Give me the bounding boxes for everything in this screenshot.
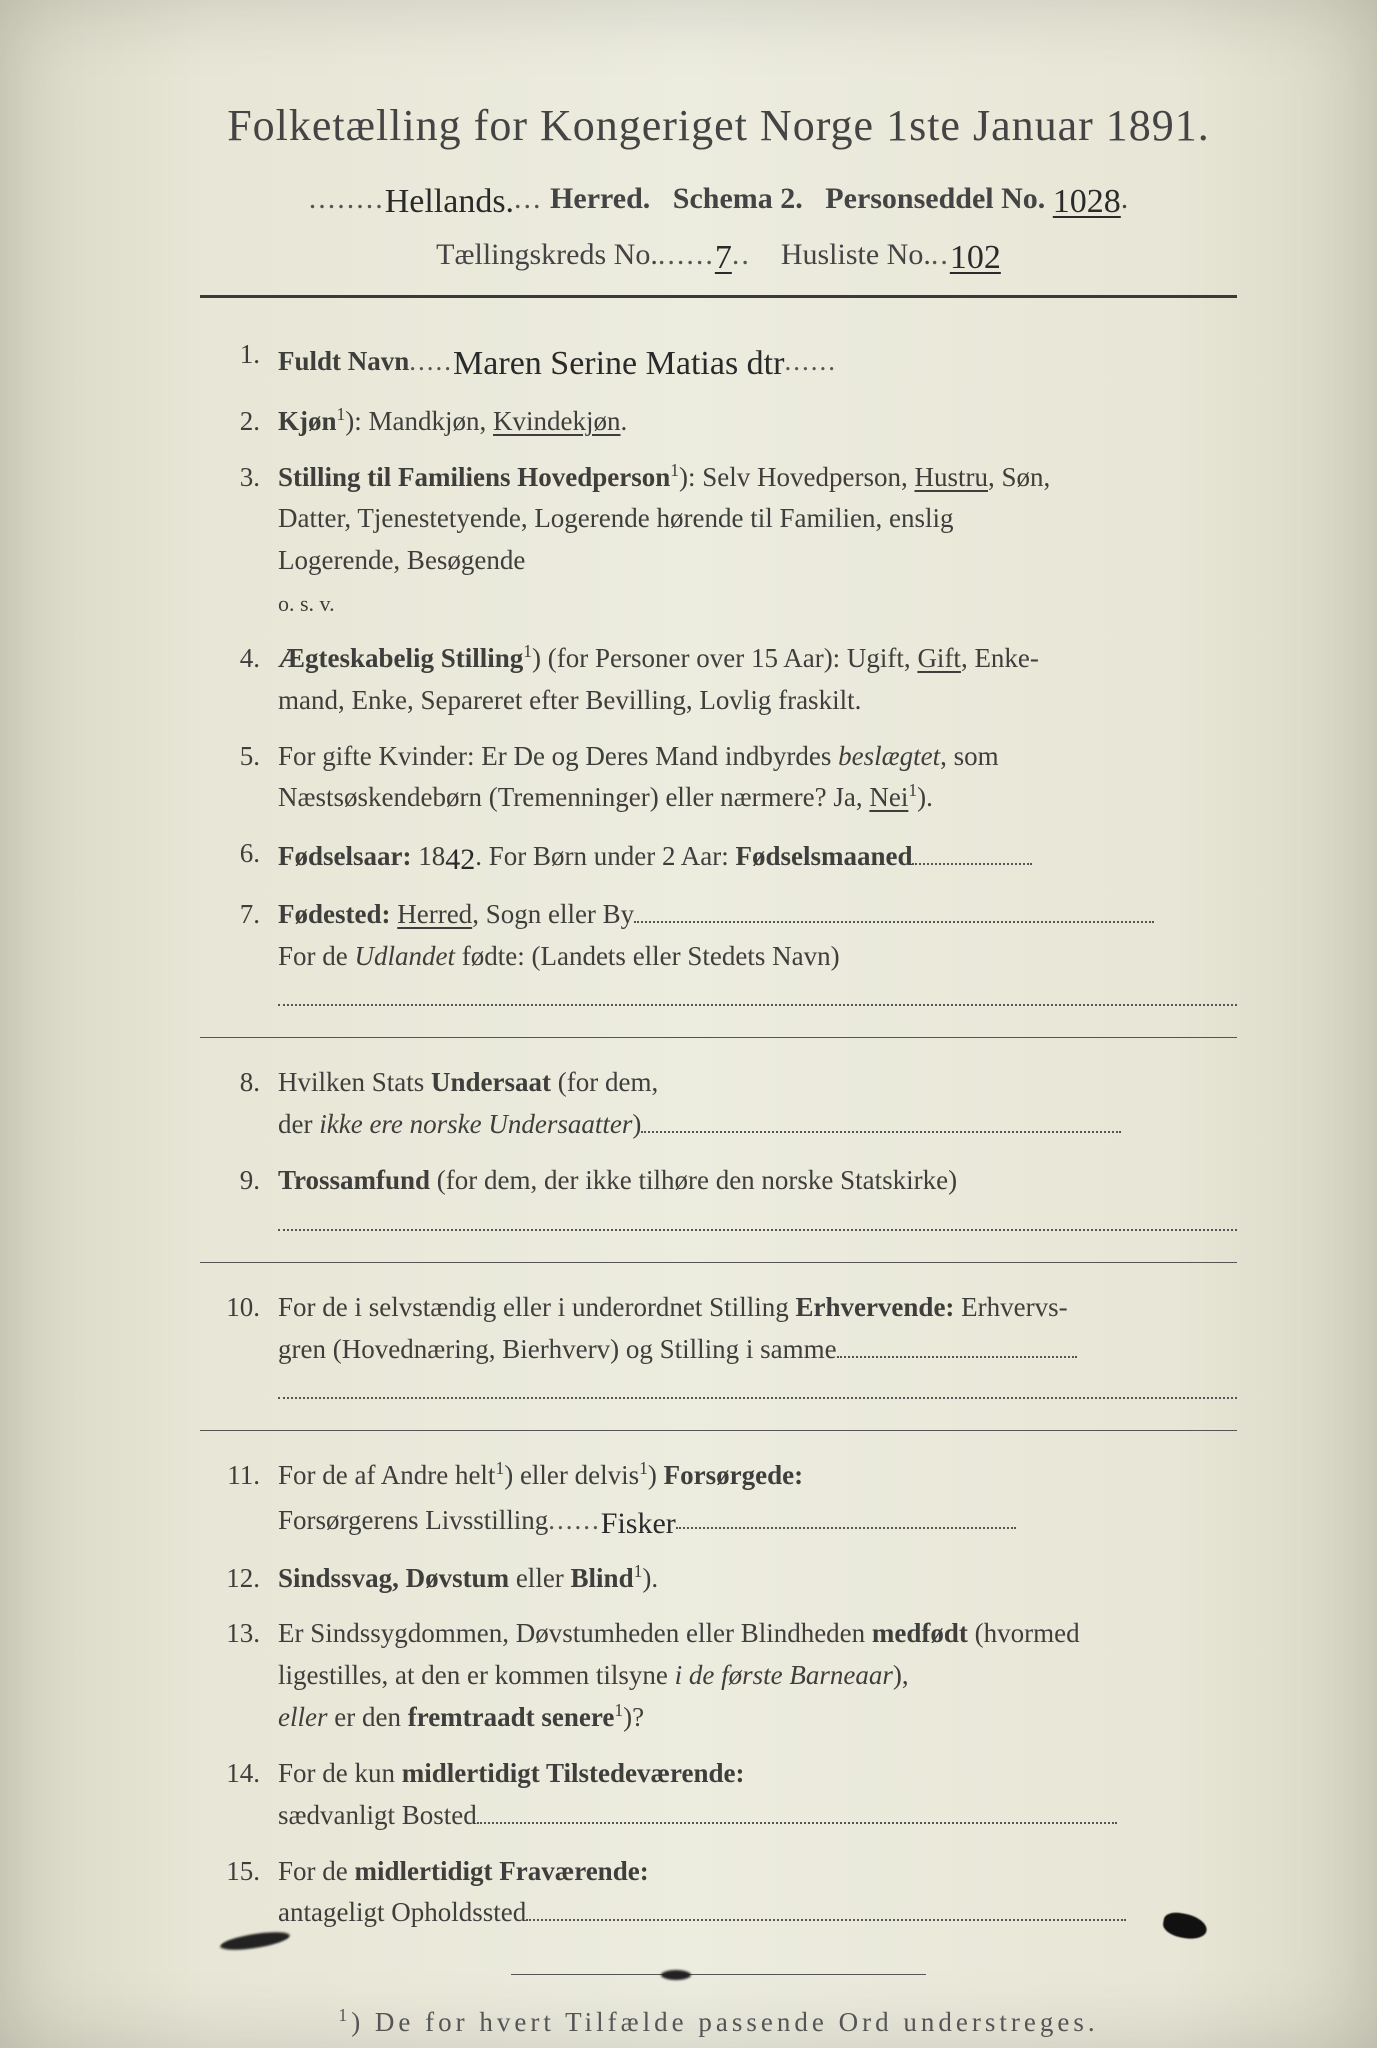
q6-label: Fødselsaar: — [278, 841, 411, 871]
q8-num: 8. — [200, 1062, 278, 1146]
q2-row: 2. Kjøn1): Mandkjøn, Kvindekjøn. — [200, 401, 1237, 443]
q10-row: 10. For de i selvstændig eller i underor… — [200, 1287, 1237, 1413]
q15-num: 15. — [200, 1851, 278, 1935]
q3-body: Stilling til Familiens Hovedperson1): Se… — [278, 457, 1237, 624]
kreds-no-hw: 7 — [715, 239, 732, 277]
kreds-label: Tællingskreds No. — [436, 238, 658, 271]
ink-smudge — [661, 1970, 691, 1980]
q11-body: For de af Andre helt1) eller delvis1) Fo… — [278, 1455, 1237, 1543]
header-row-2: Tællingskreds No.......7.. Husliste No..… — [200, 235, 1237, 273]
q5-num: 5. — [200, 736, 278, 820]
form-list-4: 11. For de af Andre helt1) eller delvis1… — [200, 1455, 1237, 1934]
q8-row: 8. Hvilken Stats Undersaat (for dem, der… — [200, 1062, 1237, 1146]
q6-num: 6. — [200, 833, 278, 880]
q13-row: 13. Er Sindssygdommen, Døvstumheden elle… — [200, 1613, 1237, 1739]
q14-body: For de kun midlertidigt Tilstedeværende:… — [278, 1753, 1237, 1837]
q1-row: 1. Fuldt Navn.....Maren Serine Matias dt… — [200, 334, 1237, 387]
q3-hustru: Hustru — [915, 462, 989, 492]
q9-num: 9. — [200, 1160, 278, 1244]
q9-row: 9. Trossamfund (for dem, der ikke tilhør… — [200, 1160, 1237, 1244]
q14-row: 14. For de kun midlertidigt Tilstedevære… — [200, 1753, 1237, 1837]
husliste-no-hw: 102 — [950, 239, 1001, 277]
q4-body: Ægteskabelig Stilling1) (for Personer ov… — [278, 638, 1237, 722]
q4-row: 4. Ægteskabelig Stilling1) (for Personer… — [200, 638, 1237, 722]
q2-body: Kjøn1): Mandkjøn, Kvindekjøn. — [278, 401, 1237, 443]
q3-row: 3. Stilling til Familiens Hovedperson1):… — [200, 457, 1237, 624]
q6-body: Fødselsaar: 1842. For Børn under 2 Aar: … — [278, 833, 1237, 880]
q15-body: For de midlertidigt Fraværende: antageli… — [278, 1851, 1237, 1935]
q5-nei: Nei — [869, 782, 908, 812]
herred-handwritten: Hellands. — [385, 183, 514, 221]
q10-num: 10. — [200, 1287, 278, 1413]
q1-body: Fuldt Navn.....Maren Serine Matias dtr..… — [278, 334, 1237, 387]
husliste-label: Husliste No. — [781, 238, 931, 271]
q5-row: 5. For gifte Kvinder: Er De og Deres Man… — [200, 736, 1237, 820]
q9-body: Trossamfund (for dem, der ikke tilhøre d… — [278, 1160, 1237, 1244]
q2-underlined: Kvindekjøn — [493, 406, 621, 436]
footnote: 1) De for hvert Tilfælde passende Ord un… — [200, 2005, 1237, 2038]
q4-label: Ægteskabelig Stilling — [278, 643, 523, 673]
q3-label: Stilling til Familiens Hovedperson — [278, 462, 670, 492]
schema-label: Schema 2. — [673, 182, 803, 215]
divider-mid-3 — [200, 1430, 1237, 1431]
divider-footnote — [511, 1974, 926, 1975]
q11-num: 11. — [200, 1455, 278, 1543]
divider-main — [200, 295, 1237, 298]
q4-num: 4. — [200, 638, 278, 722]
header-row-1: ........Hellands.... Herred. Schema 2. P… — [200, 179, 1237, 217]
q1-label: Fuldt Navn — [278, 346, 409, 376]
q10-body: For de i selvstændig eller i underordnet… — [278, 1287, 1237, 1413]
q8-body: Hvilken Stats Undersaat (for dem, der ik… — [278, 1062, 1237, 1146]
q7-row: 7. Fødested: Herred, Sogn eller By For d… — [200, 894, 1237, 1020]
q12-row: 12. Sindssvag, Døvstum eller Blind1). — [200, 1558, 1237, 1600]
personseddel-label: Personseddel No. — [825, 182, 1045, 215]
q7-herred: Herred — [397, 899, 472, 929]
herred-label: Herred. — [550, 182, 650, 215]
q4-gift: Gift — [917, 643, 961, 673]
census-form-page: Folketælling for Kongeriget Norge 1ste J… — [0, 0, 1377, 2048]
q3-num: 3. — [200, 457, 278, 624]
q13-num: 13. — [200, 1613, 278, 1739]
q14-num: 14. — [200, 1753, 278, 1837]
form-list-3: 10. For de i selvstændig eller i underor… — [200, 1287, 1237, 1413]
q11-row: 11. For de af Andre helt1) eller delvis1… — [200, 1455, 1237, 1543]
page-title: Folketælling for Kongeriget Norge 1ste J… — [200, 100, 1237, 151]
q5-body: For gifte Kvinder: Er De og Deres Mand i… — [278, 736, 1237, 820]
q9-label: Trossamfund — [278, 1165, 430, 1195]
form-list: 1. Fuldt Navn.....Maren Serine Matias dt… — [200, 334, 1237, 1019]
q7-num: 7. — [200, 894, 278, 1020]
q12-num: 12. — [200, 1558, 278, 1600]
q2-label: Kjøn — [278, 406, 337, 436]
divider-mid-1 — [200, 1037, 1237, 1038]
q6-row: 6. Fødselsaar: 1842. For Børn under 2 Aa… — [200, 833, 1237, 880]
dots: ........ — [309, 182, 385, 215]
form-list-2: 8. Hvilken Stats Undersaat (for dem, der… — [200, 1062, 1237, 1243]
q7-label: Fødested: — [278, 899, 390, 929]
q15-row: 15. For de midlertidigt Fraværende: anta… — [200, 1851, 1237, 1935]
q11-hw: Fisker — [601, 1501, 676, 1548]
q1-num: 1. — [200, 334, 278, 387]
q13-body: Er Sindssygdommen, Døvstumheden eller Bl… — [278, 1613, 1237, 1739]
q2-num: 2. — [200, 401, 278, 443]
q12-body: Sindssvag, Døvstum eller Blind1). — [278, 1558, 1237, 1600]
q7-body: Fødested: Herred, Sogn eller By For de U… — [278, 894, 1237, 1020]
q1-hw: Maren Serine Matias dtr — [453, 338, 784, 391]
divider-mid-2 — [200, 1262, 1237, 1263]
q6-year-hw: 42 — [445, 837, 475, 884]
personseddel-no-hw: 1028 — [1053, 183, 1121, 221]
